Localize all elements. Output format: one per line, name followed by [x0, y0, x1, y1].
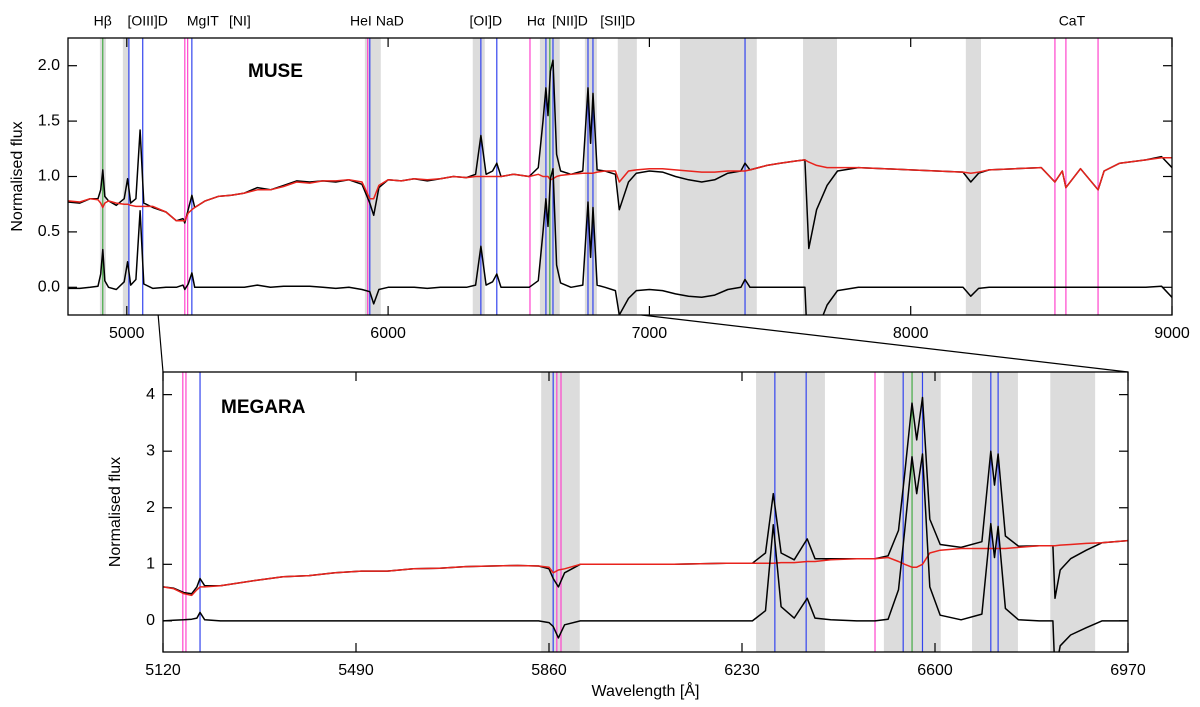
spectrum-line	[163, 453, 1128, 652]
y-tick-label: 1.0	[38, 168, 60, 185]
y-tick-label: 1	[146, 556, 155, 573]
masked-region	[364, 38, 381, 315]
masked-region	[803, 38, 838, 315]
panel-title: MEGARA	[221, 397, 306, 418]
masked-region	[1050, 372, 1096, 652]
x-tick-label: 5860	[531, 662, 567, 679]
spectrum-line	[163, 539, 1128, 597]
line-label: [OIII]D	[127, 13, 167, 29]
x-axis-label: Wavelength [Å]	[592, 681, 700, 700]
masked-region	[617, 38, 637, 315]
x-tick-label: 7000	[632, 325, 668, 342]
spectrum-line	[68, 156, 1172, 222]
spectrum-line	[68, 167, 1172, 315]
y-axis-label: Normalised flux	[9, 121, 26, 231]
x-tick-label: 8000	[893, 325, 929, 342]
y-tick-label: 2	[146, 499, 155, 516]
panel-title: MUSE	[248, 61, 303, 82]
x-tick-label: 6600	[917, 662, 953, 679]
line-label: [NII]D	[552, 13, 588, 29]
masked-region	[122, 38, 130, 315]
masked-region	[972, 372, 1018, 652]
line-label: MgIT	[187, 13, 219, 29]
x-tick-label: 9000	[1154, 325, 1190, 342]
plot-area	[68, 38, 1172, 315]
x-tick-label: 6230	[724, 662, 760, 679]
masked-region	[679, 38, 757, 315]
y-tick-label: 3	[146, 442, 155, 459]
y-tick-label: 0.0	[38, 279, 60, 296]
line-label: [OI]D	[469, 13, 502, 29]
y-axis-label: Normalised flux	[107, 457, 124, 567]
line-label: CaT	[1059, 13, 1086, 29]
y-tick-label: 1.5	[38, 112, 60, 129]
x-tick-label: 6970	[1110, 662, 1146, 679]
y-tick-label: 2.0	[38, 57, 60, 74]
y-tick-label: 4	[146, 386, 155, 403]
plot-frame	[162, 371, 1129, 653]
x-tick-label: 6000	[370, 325, 406, 342]
plot-area	[163, 372, 1128, 652]
y-tick-label: 0.5	[38, 223, 60, 240]
x-tick-label: 5000	[109, 325, 145, 342]
line-label: NaD	[376, 13, 404, 29]
line-label: Hα	[527, 13, 545, 29]
line-label: [NI]	[229, 13, 251, 29]
masked-region	[584, 38, 597, 315]
x-tick-label: 5490	[338, 662, 374, 679]
line-label: Hβ	[94, 13, 112, 29]
x-tick-label: 5120	[145, 662, 181, 679]
masked-region	[965, 38, 981, 315]
y-tick-label: 0	[146, 612, 155, 629]
line-label: [SII]D	[600, 13, 635, 29]
masked-region	[756, 372, 825, 652]
zoom-connector	[157, 314, 164, 373]
zoom-connector	[641, 314, 1129, 373]
line-label: HeI	[350, 13, 372, 29]
